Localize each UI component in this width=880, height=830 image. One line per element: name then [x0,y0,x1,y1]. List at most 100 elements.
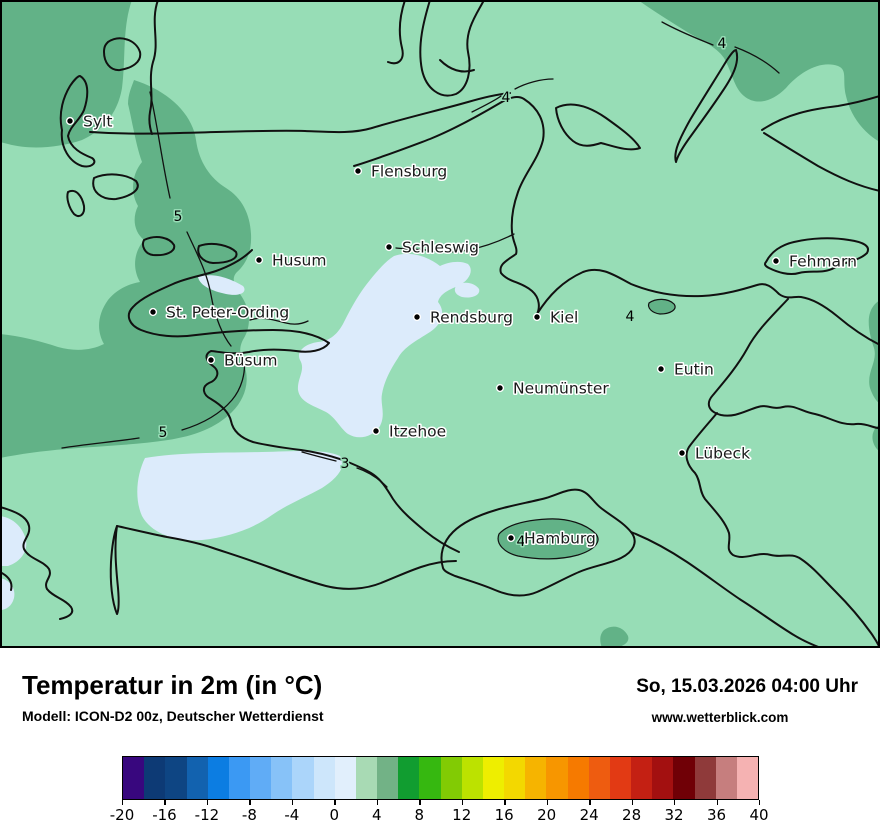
contour-label: 4 [502,90,511,106]
colorbar-segment [588,757,610,799]
city-dot [371,426,381,436]
city-label: Schleswig [402,239,479,257]
colorbar-tick-label: 8 [414,806,425,824]
city-marker-schleswig: Schleswig [384,237,480,258]
city-dot [148,307,158,317]
colorbar-tick [164,800,166,805]
city-dot [353,166,363,176]
contour-label: 3 [341,456,350,472]
city-marker-sylt: Sylt [65,111,114,132]
colorbar-segment [165,757,187,799]
city-dot [771,256,781,266]
colorbar-segment [250,757,272,799]
map-area: 4 4 5 4 5 3 4 Sylt Flensburg Schleswig Husum St. P… [0,0,880,648]
colorbar-tick-label: 20 [537,806,557,824]
cold-temperature-regions [0,253,480,610]
temperature-map-svg: 4 4 5 4 5 3 4 Sylt Flensburg Schleswig Husum St. P… [0,0,880,648]
colorbar-tick [334,800,336,805]
colorbar-tick [249,800,251,805]
city-marker-fehmarn: Fehmarn [771,251,858,272]
forecast-datetime: So, 15.03.2026 04:00 Uhr [636,676,858,697]
colorbar-segment [461,757,483,799]
coastlines [0,0,880,648]
colorbar-tick [206,800,209,805]
outlined-warm-patches [497,298,676,560]
city-marker-l-beck: Lübeck [677,443,752,464]
city-marker-husum: Husum [254,250,328,271]
city-dot [254,255,264,265]
colorbar-segment [525,757,547,799]
colorbar-segment [313,757,335,799]
colorbar-tick-label: -4 [284,806,300,824]
colorbar-segment [482,757,505,799]
colorbar-tick-label: 4 [372,806,382,824]
colorbar-segment [652,757,674,799]
colorbar-segment [355,757,378,799]
city-label: Fehmarn [789,253,857,271]
footer: Temperatur in 2m (in °C) So, 15.03.2026 … [0,648,880,830]
colorbar-tick [291,800,294,805]
city-dot [384,242,394,252]
colorbar-tick [419,800,421,805]
colorbar-segment [631,757,653,799]
contour-label: 4 [517,534,526,550]
colorbar-segment [398,757,420,799]
colorbar-segment [123,757,145,799]
colorbar-tick-label: -12 [194,806,220,824]
colorbar-tick-label: 16 [494,806,514,824]
contour-label: 4 [626,309,635,325]
city-marker-itzehoe: Itzehoe [371,421,448,442]
page-title: Temperatur in 2m (in °C) [22,670,323,700]
colorbar-segment [207,757,229,799]
city-label: Husum [272,252,326,270]
colorbar-segment [334,757,356,799]
city-dot [206,355,216,365]
city-dot [412,312,422,322]
city-marker-kiel: Kiel [532,307,580,328]
map-frame [0,0,880,648]
colorbar-segment [186,757,208,799]
contour-label: 4 [718,36,727,52]
colorbar-segment [228,757,251,799]
colorbar-segment [567,757,589,799]
city-marker-flensburg: Flensburg [353,161,449,182]
city-marker-rendsburg: Rendsburg [412,307,514,328]
colorbar-tick [759,800,761,805]
city-label: Neumünster [513,380,609,398]
colorbar-segment [292,757,314,799]
city-dot [506,533,516,543]
colorbar-tick [716,800,718,805]
colorbar-tick-label: 40 [749,806,769,824]
contour-labels: 4 4 5 4 5 3 4 [157,35,728,552]
warm-temperature-regions [0,0,880,648]
colorbar-tick-label: 12 [452,806,472,824]
colorbar-segment [546,757,568,799]
website-url: www.wetterblick.com [651,710,789,725]
model-info: Modell: ICON-D2 00z, Deutscher Wetterdie… [22,708,324,724]
colorbar-tick [504,800,506,805]
city-label: Hamburg [524,530,596,548]
city-dot [65,116,75,126]
colorbar-segment [504,757,526,799]
city-label: Rendsburg [430,309,513,327]
colorbar-tick [674,800,676,805]
colorbar-tick [376,800,379,805]
colorbar-segment [736,757,759,799]
colorbar-tick [631,800,633,805]
city-marker-st-peter-ording: St. Peter-Ording [148,302,291,323]
colorbar-tick-label: 0 [329,806,340,824]
city-marker-b-sum: Büsum [206,350,279,371]
city-label: Itzehoe [389,423,446,441]
colorbar-segment [715,757,737,799]
city-dot [677,448,687,458]
colorbar-segment [419,757,441,799]
colorbar-segment [609,757,632,799]
city-marker-neum-nster: Neumünster [495,378,611,399]
colorbar-tick [546,800,549,805]
city-marker-hamburg: Hamburg [506,528,597,549]
colorbar-tick-label: -8 [241,806,257,824]
colorbar-tick-label: 32 [664,806,684,824]
city-label: Kiel [550,309,578,327]
city-label: Flensburg [371,163,447,181]
colorbar-tick-label: 36 [706,806,727,824]
